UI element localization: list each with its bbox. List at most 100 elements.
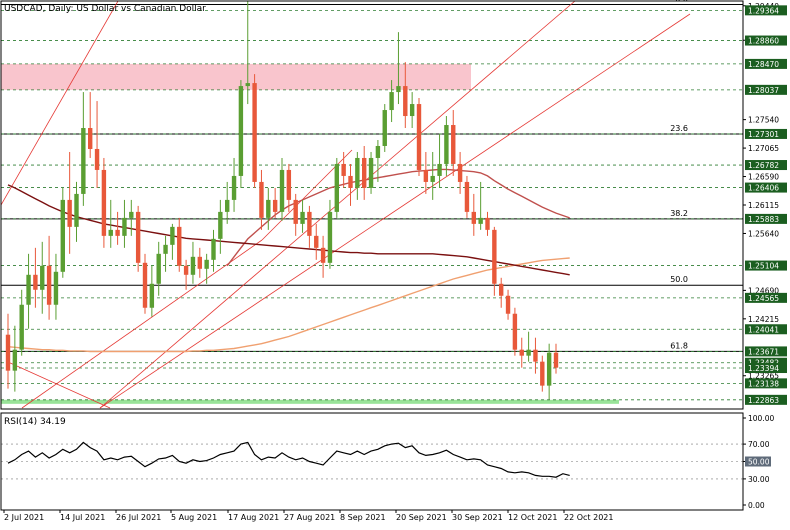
candle-body <box>293 199 298 224</box>
price-tag-label: 1.25104 <box>748 262 779 271</box>
candle-body <box>526 349 531 356</box>
price-tag-label: 1.23394 <box>748 364 779 373</box>
candle <box>33 247 38 308</box>
candle-body <box>266 199 271 218</box>
candle-body <box>60 199 65 272</box>
candle <box>519 337 524 368</box>
candle-body <box>177 226 182 266</box>
trendline <box>1 1 119 206</box>
candle <box>430 151 435 200</box>
candle <box>88 92 93 158</box>
candle-body <box>170 226 175 245</box>
trendline <box>99 13 691 409</box>
candle <box>423 151 429 194</box>
candle-body <box>492 229 497 284</box>
price-tag-label: 1.28470 <box>748 60 779 69</box>
candle-body <box>190 256 196 275</box>
fib-level-label: 23.6 <box>670 124 688 133</box>
price-tag-label: 1.28860 <box>748 37 779 46</box>
candle <box>355 151 360 200</box>
candle <box>512 307 518 356</box>
candle-body <box>389 92 394 111</box>
candle-body <box>33 274 38 290</box>
candle <box>163 235 168 272</box>
candle-body <box>457 163 463 182</box>
candle-body <box>546 352 552 386</box>
candle-body <box>540 361 545 386</box>
price-tag-box <box>745 160 787 171</box>
price-tag-label: 1.23138 <box>748 379 779 388</box>
candle-body <box>163 244 168 254</box>
candle-body <box>464 181 470 212</box>
candle-body <box>67 199 72 227</box>
price-tag-box <box>745 84 787 95</box>
candle <box>46 235 52 320</box>
candle <box>81 92 86 206</box>
candle <box>115 211 120 245</box>
price-tag-box <box>745 213 787 224</box>
candle <box>464 175 470 218</box>
candle <box>231 157 237 212</box>
candle <box>211 229 216 272</box>
candle-body <box>94 148 100 170</box>
candle <box>142 253 148 314</box>
candle-body <box>135 211 141 263</box>
candle <box>5 313 11 389</box>
candle-body <box>286 169 292 200</box>
date-axis-label: 20 Sep 2021 <box>396 513 447 522</box>
candle <box>218 199 223 254</box>
candle-body <box>81 128 86 194</box>
candle <box>444 116 449 176</box>
candle-body <box>485 217 490 230</box>
candle-body <box>225 199 230 212</box>
price-tag-box <box>745 58 787 69</box>
candle <box>286 163 292 212</box>
candle-body <box>341 163 346 176</box>
price-tag-label: 1.22863 <box>748 396 779 405</box>
price-tag-box <box>745 378 787 389</box>
candle-body <box>259 181 264 218</box>
candle-body <box>444 125 449 164</box>
price-tag-label: 1.25883 <box>748 215 779 224</box>
candle-body <box>382 110 387 146</box>
sma-fast-line <box>7 257 570 353</box>
candle <box>135 205 141 272</box>
candle-body <box>19 304 24 350</box>
candle <box>204 253 209 284</box>
candle <box>40 241 45 314</box>
candle-body <box>320 247 326 263</box>
candle-body <box>101 169 107 236</box>
fib-level-label: 50.0 <box>670 275 688 284</box>
candle <box>67 151 72 254</box>
price-axis-label: 1.25640 <box>748 229 779 238</box>
price-axis-label: 1.23265 <box>748 372 779 381</box>
price-tag-box <box>745 394 787 405</box>
candle-body <box>108 229 113 236</box>
candle <box>533 337 538 374</box>
candle-body <box>396 86 401 93</box>
price-tag-label: 1.24041 <box>748 325 779 334</box>
candle-body <box>314 235 319 248</box>
candle <box>409 92 415 129</box>
candle <box>238 80 244 188</box>
candle <box>471 193 476 236</box>
price-pane: 0.0 23.6 38.2 50.0 61.8 <box>1 0 743 409</box>
date-axis-label: 27 Aug 2021 <box>284 513 335 522</box>
support-zone <box>1 399 619 404</box>
date-axis-label: 14 Jul 2021 <box>60 513 105 522</box>
candle-body <box>478 217 483 224</box>
candle-body <box>519 349 524 356</box>
candle-body <box>156 253 161 284</box>
rsi-value-label: 50.00 <box>748 458 770 467</box>
candle-body <box>471 211 476 224</box>
rsi-title: RSI(14) 34.19 <box>4 417 66 427</box>
price-tag-box <box>745 5 787 16</box>
price-tag-label: 1.24565 <box>748 294 779 303</box>
candle <box>492 226 497 296</box>
candle-body <box>183 265 189 275</box>
candle <box>156 241 161 296</box>
price-tag-box <box>745 128 787 139</box>
candle <box>149 265 155 317</box>
price-tag-box <box>745 363 787 374</box>
